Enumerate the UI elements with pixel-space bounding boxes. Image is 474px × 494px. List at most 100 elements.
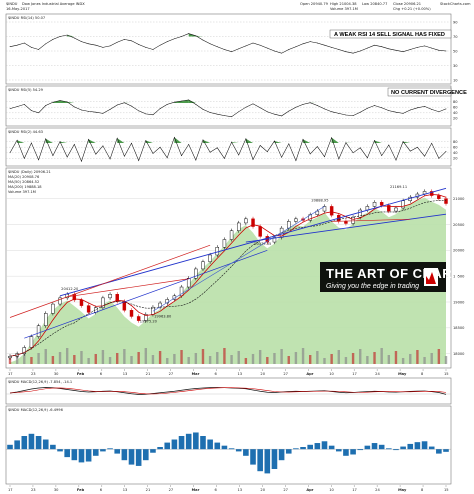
rsi14-point — [274, 50, 275, 52]
candle-body — [229, 230, 234, 240]
candle-body — [122, 301, 127, 311]
volume-bar — [258, 350, 262, 364]
rsi14-tick-label: 50 — [453, 49, 458, 53]
rsi14-point — [138, 44, 140, 45]
hist-bar — [185, 433, 192, 450]
rsi5-point — [309, 102, 311, 104]
candle-body — [129, 310, 134, 317]
volume-bar — [394, 351, 398, 364]
watermark: THE ART OF CHART Giving you the edge in … — [320, 262, 461, 292]
date-tick-label: 24 — [375, 372, 380, 376]
date-tick-label: May — [398, 372, 407, 376]
rsi2-point — [424, 155, 425, 157]
rsi2-point — [409, 150, 411, 152]
rsi14-point — [431, 47, 433, 49]
rsi5-series — [9, 99, 447, 118]
date-tick-label: 8 — [421, 372, 424, 376]
volume-bar — [366, 356, 369, 364]
rsi5-tick-label: 40 — [453, 111, 458, 115]
rsi2-point — [73, 144, 75, 145]
rsi2-ob-fill — [88, 139, 96, 143]
price-annotation: 21169.11 — [390, 185, 407, 189]
rsi5-ob-fill — [67, 101, 75, 103]
rsi5-point — [9, 108, 11, 109]
volume-label: Volume 397.1M — [330, 7, 358, 11]
candle-body — [208, 254, 212, 262]
rsi5-point — [424, 106, 425, 107]
macd-hist-label: $INDU MACD(12,26,9) -6.4996 — [8, 408, 64, 412]
price-tick-label: 21000 — [453, 197, 465, 201]
rsi2-point — [188, 144, 190, 145]
price-tick-label: 18000 — [453, 352, 465, 356]
date-tick-label: 13 — [237, 372, 242, 376]
volume-bar — [423, 357, 426, 364]
hist-bar — [243, 449, 249, 456]
hist-bar — [235, 449, 242, 452]
rsi2-point — [438, 158, 440, 159]
volume-bar — [37, 353, 40, 364]
hist-bar — [171, 439, 178, 450]
rsi14-point — [424, 45, 425, 47]
rsi14-point — [181, 36, 182, 37]
rsi5-point — [252, 103, 254, 105]
volume-bar — [387, 355, 391, 364]
rsi14-point — [38, 49, 39, 50]
date-tick-label: 21 — [146, 372, 151, 376]
rsi5-point — [402, 113, 404, 114]
candle-body — [251, 218, 255, 227]
date-tick-label: Feb — [77, 372, 85, 376]
hist-bar — [107, 448, 113, 450]
candle-body — [51, 303, 55, 314]
rsi2-point — [374, 140, 375, 141]
rsi14-point — [52, 39, 54, 40]
legend-volume: Volume 397.1M — [8, 190, 36, 194]
price-annotation: 20412.20 — [61, 287, 79, 291]
candle-body — [79, 299, 84, 306]
rsi2-point — [9, 152, 11, 154]
rsi2-point — [309, 153, 311, 155]
hist-bar — [92, 449, 99, 456]
volume-bar — [237, 351, 240, 364]
legend-ma1: MA(20) 20908.76 — [8, 175, 40, 179]
price-series — [8, 189, 448, 360]
rsi14-tick-label: 90 — [453, 20, 458, 24]
volume-bar — [58, 352, 62, 364]
rsi2-point — [274, 140, 275, 142]
candle-body — [201, 261, 205, 270]
date-tick-label: 8 — [421, 488, 424, 492]
no-divergence-box — [387, 87, 452, 97]
hist-bar — [407, 443, 414, 450]
macd-label: $INDU MACD(12,26,9) -7.854, -14.1 — [8, 380, 72, 384]
volume-bar — [223, 348, 226, 364]
date-label: 16-May-2017 — [6, 7, 30, 11]
candle-body — [351, 217, 355, 224]
volume-bar — [244, 358, 248, 364]
rsi14-point — [59, 36, 61, 37]
rsi14-tick-label: 10 — [453, 78, 458, 82]
date-tick-label: 15 — [444, 488, 449, 492]
ma-slow-line — [9, 200, 447, 357]
volume-bar — [166, 358, 169, 364]
rsi2-point — [266, 151, 268, 153]
candle-body — [329, 206, 334, 216]
rsi2-point — [38, 159, 39, 161]
volume-bar — [301, 348, 305, 364]
volume-bar — [359, 349, 362, 364]
volume-bar — [51, 356, 55, 364]
date-tick-label: 17 — [8, 372, 13, 376]
sell-signal-box — [329, 29, 452, 39]
rsi2-series — [9, 136, 447, 162]
rsi14-point — [195, 35, 197, 37]
watermark-title: THE ART OF CHART — [326, 266, 461, 281]
volume-bar — [294, 352, 298, 364]
rsi2-point — [338, 158, 340, 160]
rsi5-tick-label: 20 — [453, 117, 458, 121]
candle-body — [308, 214, 312, 221]
hist-bar — [7, 444, 13, 450]
legend-ma3: MA(200) 19888.18 — [8, 185, 42, 189]
rsi5-point — [445, 108, 447, 110]
rsi5-point — [288, 110, 290, 112]
rsi2-point — [417, 146, 418, 148]
rsi2-ob-fill — [403, 141, 411, 143]
